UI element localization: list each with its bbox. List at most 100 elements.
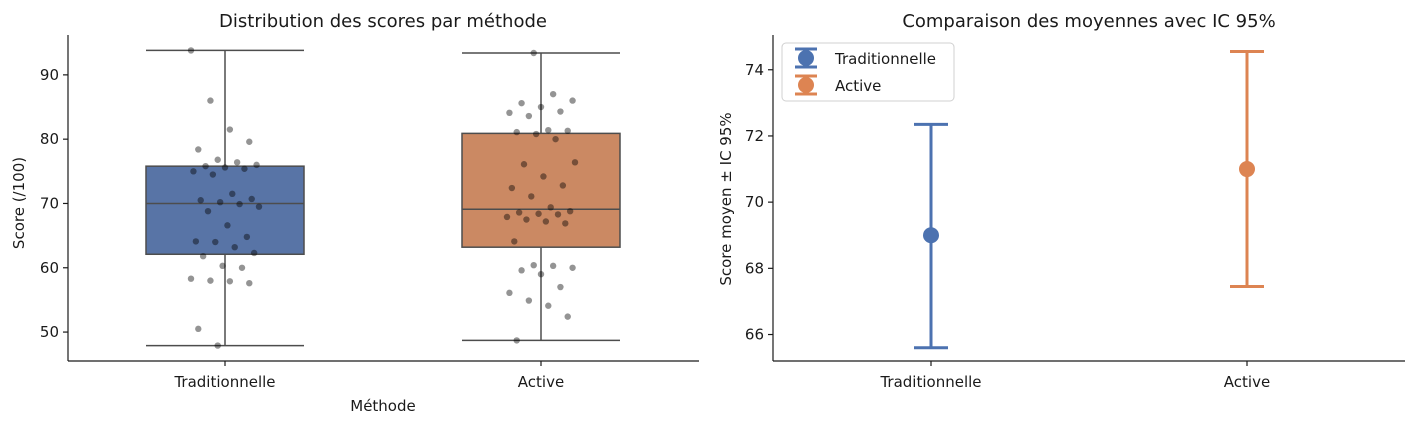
boxplot-x-tick-label: Active [518, 373, 564, 391]
boxplot-title: Distribution des scores par méthode [219, 11, 547, 32]
data-point [530, 261, 537, 269]
legend: Traditionnelle Active [781, 42, 955, 102]
boxplot-x-tick-label: Traditionnelle [173, 373, 275, 391]
data-point [513, 337, 520, 344]
data-point [545, 126, 552, 134]
errorbar-y-tick-label: 74 [745, 61, 764, 79]
data-point [569, 264, 576, 271]
data-point [250, 249, 258, 257]
data-point [219, 262, 226, 270]
data-point [537, 103, 545, 111]
boxplot-points [187, 47, 579, 349]
data-point [540, 173, 547, 180]
errorbar-x-ticks: Traditionnelle Active [879, 361, 1270, 391]
data-point [226, 278, 234, 285]
data-point [545, 302, 552, 309]
data-point [569, 97, 576, 104]
errorbar-title: Comparaison des moyennes avec IC 95% [902, 11, 1275, 32]
mean-marker [923, 227, 939, 244]
box-iqr [145, 165, 305, 256]
data-point [549, 90, 557, 98]
boxplot-y-ticks: 50 60 70 80 90 [40, 66, 68, 341]
data-point [204, 207, 212, 215]
mean-marker [1239, 161, 1255, 178]
data-point [506, 109, 513, 117]
box-iqr [461, 132, 621, 248]
data-point [255, 203, 263, 210]
errorbar-panel: Comparaison des moyennes avec IC 95% Sco… [717, 11, 1405, 391]
errorbar-active [1230, 50, 1264, 289]
data-point [547, 204, 554, 211]
legend-entry: Traditionnelle [795, 47, 936, 69]
data-point [241, 165, 248, 172]
data-point [515, 209, 523, 216]
data-point [518, 267, 525, 274]
errorbar-x-tick-label: Traditionnelle [879, 373, 981, 391]
data-point [236, 200, 243, 208]
data-point [199, 252, 207, 260]
legend-frame [781, 42, 955, 102]
data-point [214, 342, 221, 349]
errorbar-y-tick-label: 68 [745, 259, 764, 277]
errorbar-y-tick-label: 66 [745, 326, 764, 344]
data-point [535, 210, 542, 217]
data-point [202, 162, 209, 170]
boxplot-y-tick-label: 80 [40, 130, 59, 148]
boxplot-boxes [145, 49, 621, 347]
boxplot-panel: Distribution des scores par méthode Scor… [10, 11, 699, 415]
data-point [209, 171, 217, 178]
data-point [523, 216, 530, 223]
legend-label: Traditionnelle [834, 50, 936, 68]
data-point [542, 218, 550, 225]
data-point [562, 220, 569, 227]
data-point [187, 47, 195, 54]
legend-label: Active [835, 77, 881, 95]
data-point [195, 146, 202, 153]
data-point [506, 289, 513, 297]
legend-entry: Active [795, 74, 881, 96]
data-point [195, 325, 202, 333]
data-point [231, 243, 238, 251]
data-point [207, 97, 214, 104]
errorbar-y-ticks: 66 68 70 72 74 [745, 61, 773, 344]
data-point [530, 49, 537, 57]
data-point [552, 135, 559, 143]
errorbar-x-tick-label: Active [1224, 373, 1270, 391]
data-point [192, 238, 200, 245]
data-point [221, 164, 229, 171]
data-point [253, 161, 260, 169]
data-point [557, 283, 564, 291]
data-point [566, 207, 574, 215]
errorbar-series [914, 50, 1264, 350]
data-point [229, 190, 236, 198]
boxplot-y-tick-label: 90 [40, 66, 59, 84]
data-point [246, 138, 253, 145]
data-point [243, 233, 251, 241]
errorbar-y-tick-label: 72 [745, 127, 764, 145]
data-point [525, 112, 533, 120]
boxplot-x-axis-label: Méthode [350, 397, 416, 415]
data-point [520, 161, 528, 168]
errorbar-y-axis-label: Score moyen ± IC 95% [717, 112, 735, 285]
box-active [461, 52, 621, 342]
data-point [513, 128, 520, 136]
legend-marker-dot [798, 77, 814, 93]
data-point [233, 159, 241, 166]
boxplot-x-ticks: Traditionnelle Active [173, 361, 564, 391]
data-point [549, 262, 557, 270]
errorbar-traditionnelle [914, 122, 948, 350]
data-point [557, 108, 564, 115]
data-point [197, 197, 204, 204]
data-point [554, 211, 562, 218]
data-point [238, 264, 246, 271]
data-point [226, 126, 234, 133]
data-point [537, 270, 545, 278]
data-point [528, 193, 535, 200]
data-point [571, 159, 579, 166]
data-point [216, 198, 224, 206]
data-point [564, 127, 571, 135]
boxplot-y-tick-label: 70 [40, 194, 59, 212]
box-traditionnelle [145, 49, 305, 347]
boxplot-y-tick-label: 60 [40, 259, 59, 277]
data-point [212, 238, 219, 246]
